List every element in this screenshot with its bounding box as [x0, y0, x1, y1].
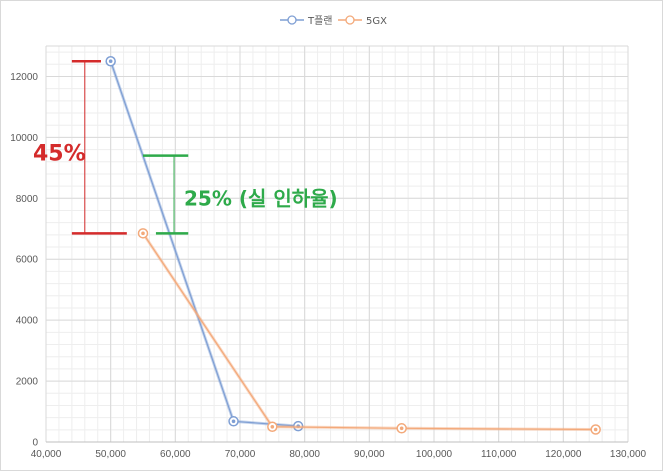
legend-entry: 5GX	[366, 16, 387, 27]
legend-entry: T플랜	[307, 15, 333, 27]
annotation-45-percent: 45%	[33, 142, 86, 167]
x-tick-label: 40,000	[31, 449, 62, 460]
x-tick-label: 60,000	[160, 449, 191, 460]
y-tick-label: 8000	[16, 194, 39, 205]
data-point-center	[270, 424, 275, 429]
legend-swatch-marker	[287, 15, 297, 25]
legend-swatch-marker	[345, 15, 355, 25]
y-tick-label: 12000	[10, 72, 38, 83]
x-tick-label: 100,000	[416, 449, 453, 460]
y-tick-label: 6000	[16, 255, 39, 266]
data-point-center	[231, 419, 236, 424]
x-tick-label: 70,000	[225, 449, 256, 460]
x-tick-label: 80,000	[289, 449, 320, 460]
x-tick-label: 120,000	[545, 449, 582, 460]
x-tick-label: 50,000	[95, 449, 126, 460]
x-tick-label: 130,000	[610, 449, 647, 460]
y-tick-label: 10000	[10, 133, 38, 144]
data-point-center	[399, 426, 404, 431]
annotation-25-percent: 25% (실 인하율)	[184, 186, 338, 210]
data-point-center	[593, 427, 598, 432]
series-line	[110, 61, 299, 427]
y-tick-label: 0	[32, 438, 38, 449]
data-point-center	[108, 59, 113, 64]
series-line-halo	[109, 60, 299, 428]
y-tick-label: 4000	[16, 316, 39, 327]
x-tick-label: 110,000	[481, 449, 517, 460]
y-tick-label: 2000	[16, 377, 39, 388]
series-line	[142, 233, 596, 431]
x-tick-label: 90,000	[354, 449, 385, 460]
data-point-center	[141, 231, 145, 236]
